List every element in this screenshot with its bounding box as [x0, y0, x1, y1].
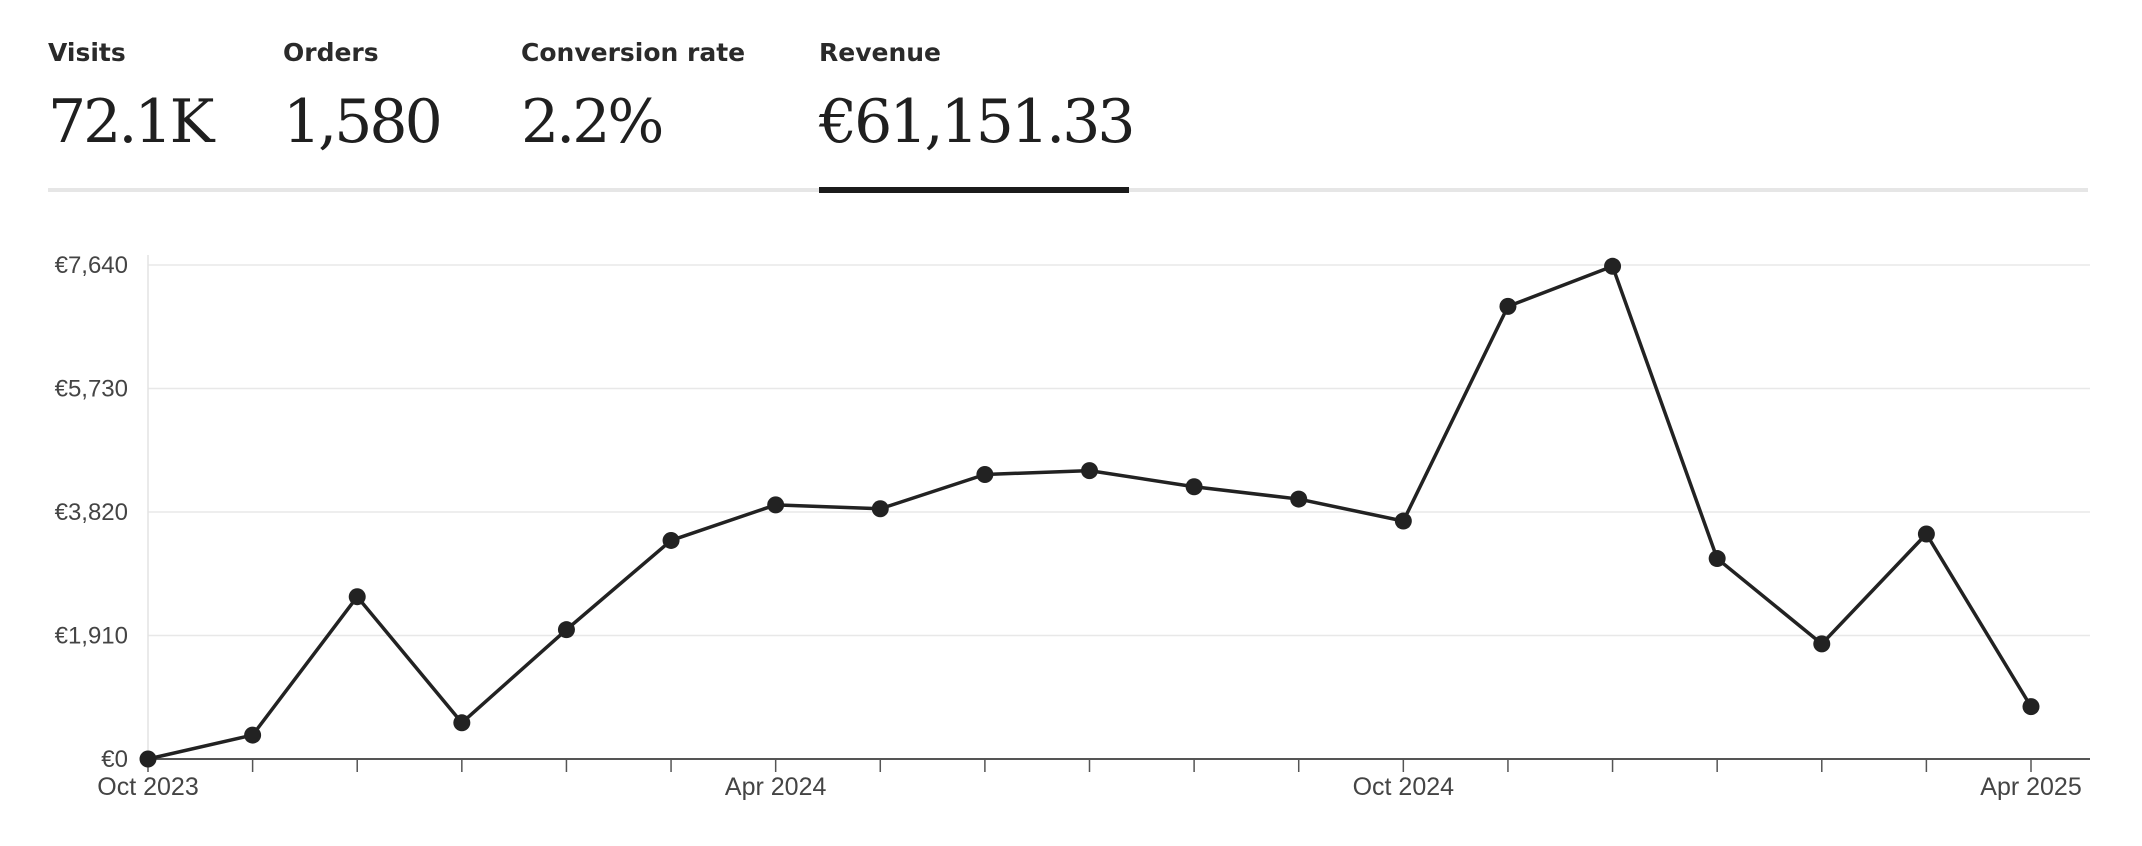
x-tick-label: Oct 2023: [97, 773, 198, 801]
metric-value: 72.1K: [48, 87, 214, 157]
data-point[interactable]: [1917, 525, 1935, 543]
data-point[interactable]: [767, 496, 785, 514]
y-tick-label: €7,640: [55, 252, 128, 279]
data-point[interactable]: [1290, 490, 1308, 508]
data-point[interactable]: [1813, 635, 1831, 653]
metric-value: €61,151.33: [819, 87, 1136, 157]
data-point[interactable]: [2022, 698, 2040, 716]
data-point[interactable]: [348, 588, 366, 606]
y-axis: €0 €1,910 €3,820 €5,730 €7,640: [55, 252, 149, 773]
data-point[interactable]: [1185, 478, 1203, 496]
data-point[interactable]: [871, 500, 889, 518]
data-point[interactable]: [453, 714, 471, 732]
data-point[interactable]: [244, 726, 262, 744]
y-tick-label: €1,910: [55, 623, 128, 650]
metric-tab-revenue[interactable]: Revenue €61,151.33: [819, 0, 1136, 195]
data-point[interactable]: [1708, 550, 1726, 568]
data-point[interactable]: [1499, 297, 1517, 315]
metrics-bar: Visits 72.1K Orders 1,580 Conversion rat…: [48, 0, 2088, 195]
data-point[interactable]: [1081, 462, 1098, 480]
data-point[interactable]: [1604, 257, 1622, 275]
metric-value: 1,580: [283, 87, 443, 157]
data-point[interactable]: [1394, 512, 1412, 530]
data-point[interactable]: [139, 750, 157, 768]
y-tick-label: €0: [101, 746, 128, 773]
x-axis: Oct 2023 Apr 2024 Oct 2024 Apr 2025: [97, 758, 2090, 801]
data-point[interactable]: [557, 621, 575, 639]
metric-tab-visits[interactable]: Visits 72.1K: [48, 0, 248, 195]
y-tick-label: €5,730: [55, 376, 128, 403]
x-tick-label: Apr 2024: [725, 773, 827, 801]
metric-tab-orders[interactable]: Orders 1,580: [283, 0, 483, 195]
data-point[interactable]: [976, 465, 994, 483]
revenue-line-chart: €0 €1,910 €3,820 €5,730 €7,640 Oct 2023 Apr 2…: [55, 252, 2090, 801]
series-revenue: [139, 257, 2040, 768]
metric-label: Conversion rate: [521, 38, 746, 67]
metric-label: Orders: [283, 38, 379, 67]
x-tick-label: Oct 2024: [1353, 773, 1455, 801]
x-tick-label: Apr 2025: [1980, 773, 2081, 801]
grid-lines: [148, 264, 2090, 637]
data-point[interactable]: [662, 531, 680, 549]
y-tick-label: €3,820: [55, 499, 128, 526]
metric-tab-conversion-rate[interactable]: Conversion rate 2.2%: [521, 0, 781, 195]
metric-value: 2.2%: [521, 87, 664, 157]
active-underline: [819, 187, 1129, 193]
metric-label: Visits: [48, 38, 126, 67]
metric-label: Revenue: [819, 38, 942, 67]
